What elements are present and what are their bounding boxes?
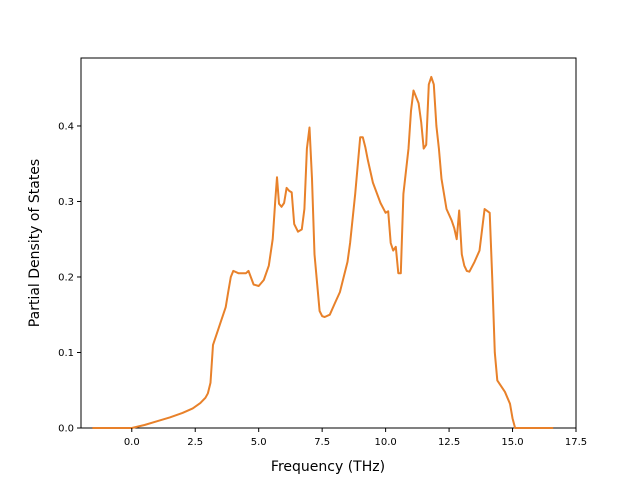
x-tick-label: 2.5 xyxy=(187,437,203,448)
y-tick-label: 0.0 xyxy=(58,424,74,435)
x-axis-label: Frequency (THz) xyxy=(271,459,385,475)
plot-area xyxy=(80,57,577,429)
y-tick-label: 0.2 xyxy=(58,272,74,283)
y-axis-ticks: 0.0 0.1 0.2 0.3 0.4 xyxy=(58,121,81,435)
y-tick-label: 0.1 xyxy=(58,348,74,359)
x-tick-label: 10.0 xyxy=(374,437,396,448)
y-tick-label: 0.3 xyxy=(58,197,74,208)
plot-frame xyxy=(80,57,577,429)
y-tick-label: 0.4 xyxy=(58,121,74,132)
x-axis-ticks: 0.0 2.5 5.0 7.5 10.0 12.5 15.0 17.5 xyxy=(124,428,587,448)
y-axis-label: Partial Density of States xyxy=(27,159,43,327)
x-tick-label: 7.5 xyxy=(314,437,330,448)
x-tick-label: 12.5 xyxy=(438,437,460,448)
series-line xyxy=(92,75,554,429)
x-tick-label: 17.5 xyxy=(565,437,587,448)
x-tick-label: 15.0 xyxy=(501,437,523,448)
x-tick-label: 5.0 xyxy=(251,437,267,448)
x-tick-label: 0.0 xyxy=(124,437,140,448)
